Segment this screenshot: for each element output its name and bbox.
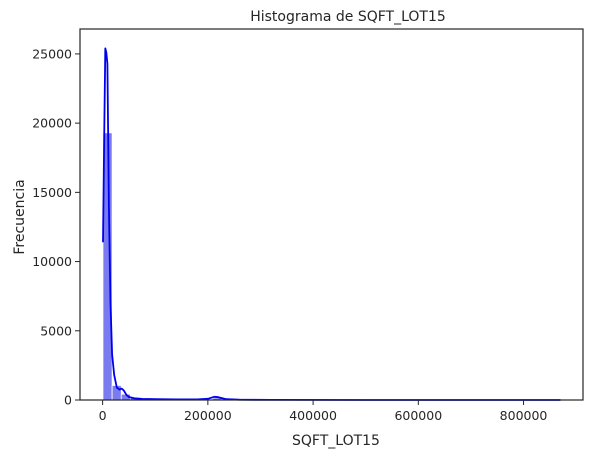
y-tick-label: 20000 (32, 116, 72, 131)
x-tick-label: 200000 (184, 408, 232, 423)
y-axis-ticks: 0 5000 10000 15000 20000 25000 (32, 46, 80, 408)
y-tick-label: 0 (64, 393, 72, 408)
y-axis-label: Frecuencia (12, 179, 28, 254)
x-tick-label: 400000 (289, 408, 337, 423)
y-tick-label: 5000 (40, 323, 72, 338)
x-tick-label: 800000 (500, 408, 548, 423)
chart-title: Histograma de SQFT_LOT15 (250, 9, 446, 25)
y-tick-label: 15000 (32, 185, 72, 200)
kde-curve (102, 47, 561, 401)
y-tick-label: 10000 (32, 254, 72, 269)
plot-frame (79, 28, 584, 401)
y-tick-label: 25000 (32, 46, 72, 61)
x-tick-label: 0 (99, 408, 107, 423)
histogram-bars (102, 132, 269, 401)
x-tick-label: 600000 (394, 408, 442, 423)
x-axis-ticks: 0 200000 400000 600000 800000 (99, 400, 548, 423)
x-axis-label: SQFT_LOT15 (292, 433, 380, 449)
